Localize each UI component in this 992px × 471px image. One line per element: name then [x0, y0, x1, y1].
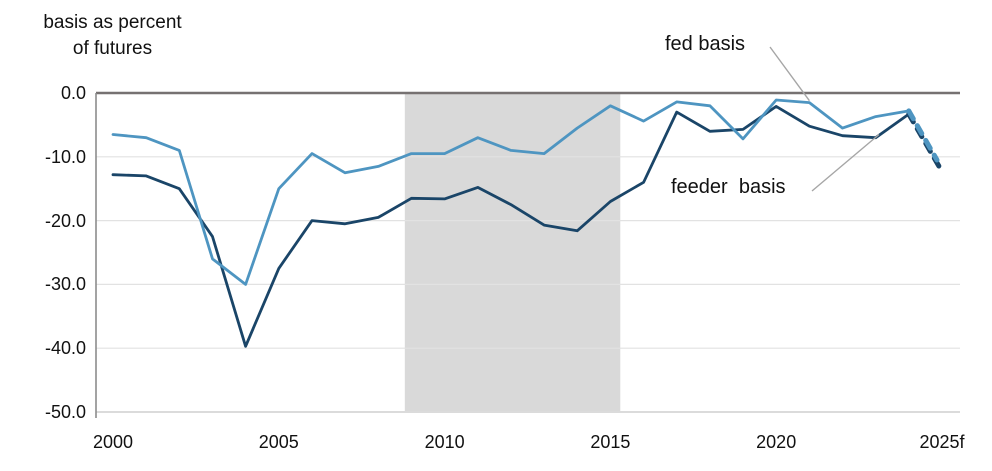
chart-title-line1: basis as percent: [43, 12, 182, 33]
x-axis-tick-label: 2015: [590, 432, 631, 452]
fed-basis-forecast-dash: [906, 108, 940, 163]
chart-title-line2: of futures: [72, 38, 153, 60]
x-axis-tick-label: 2005: [258, 432, 299, 452]
fed-basis-label: fed basis: [665, 33, 746, 55]
feeder-basis-line: [111, 105, 911, 348]
x-axis-tick-label: 2000: [92, 432, 134, 452]
y-axis-tick-label: -10.0: [44, 146, 86, 167]
x-axis-tick-label: 2010: [424, 432, 465, 452]
fed-basis-leader-line: [769, 46, 810, 102]
y-axis-tick-label: -40.0: [44, 338, 86, 359]
x-axis-tick-label: 2020: [756, 432, 797, 452]
y-axis-tick-label: -20.0: [44, 210, 86, 231]
fed-basis-line: [111, 98, 911, 286]
x-axis-tick-label: 2025f: [919, 432, 965, 452]
y-axis-tick-label: 0.0: [60, 83, 86, 103]
recession-band: [404, 94, 621, 411]
feeder-basis-label: feeder basis: [671, 176, 786, 198]
y-axis-tick-label: -50.0: [44, 402, 86, 422]
chart-title: basis as percent of futures: [15, 10, 210, 62]
y-axis-tick-label: -30.0: [44, 274, 86, 295]
feeder-basis-leader-line: [811, 133, 880, 192]
